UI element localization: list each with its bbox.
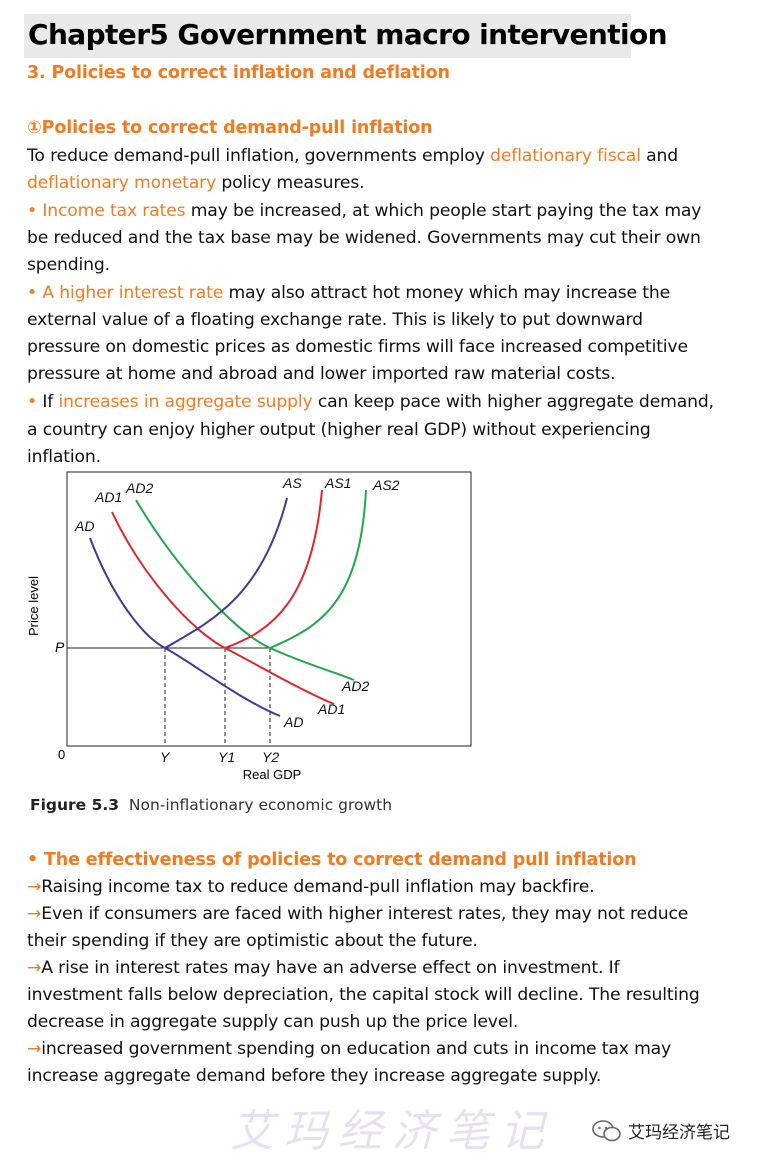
label-ad-top: AD (74, 518, 94, 534)
label-ad2-bottom: AD2 (341, 678, 369, 694)
effect-item1: →Raising income tax to reduce demand-pul… (27, 874, 595, 901)
brand-name: 艾玛经济笔记 (628, 1123, 730, 1143)
text: may be increased, at which people start … (185, 201, 702, 221)
para1-line1: To reduce demand-pull inflation, governm… (27, 143, 678, 170)
text: If (42, 392, 59, 412)
ad2-curve (135, 499, 355, 681)
brand-badge: 艾玛经济笔记 (592, 1118, 730, 1143)
bullet-dot: • (27, 283, 43, 303)
subsection-heading: ①Policies to correct demand-pull inflati… (27, 118, 433, 138)
bullet2-line3: pressure on domestic prices as domestic … (27, 337, 688, 357)
bullet2-line2: external value of a floating exchange ra… (27, 310, 643, 330)
y-axis-label: Price level (26, 576, 41, 636)
highlight-income-tax-rates: Income tax rates (42, 201, 186, 221)
ad1-curve (111, 511, 335, 705)
label-ad-bottom: AD (283, 714, 303, 730)
highlight-deflationary-monetary: deflationary monetary (27, 173, 217, 193)
bullet3-line3: inflation. (27, 447, 101, 467)
arrow-icon: → (27, 877, 42, 897)
figure-caption: Figure 5.3 Non-inflationary economic gro… (30, 796, 392, 814)
highlight-increases-aggregate-supply: increases in aggregate supply (58, 392, 313, 412)
wechat-icon (592, 1119, 621, 1141)
bullet1-line1: • Income tax rates may be increased, at … (27, 198, 701, 225)
text: and (640, 146, 679, 166)
bullet2-line1: • A higher interest rate may also attrac… (27, 280, 670, 307)
price-p-label: P (55, 639, 65, 655)
text: can keep pace with higher aggregate dema… (312, 392, 714, 412)
tick-y: Y (160, 749, 171, 765)
page-title: Chapter5 Government macro intervention (28, 18, 668, 51)
effect-item4-line1: →increased government spending on educat… (27, 1036, 671, 1063)
arrow-icon: → (27, 958, 42, 978)
label-ad1-bottom: AD1 (317, 701, 345, 717)
label-as2: AS2 (372, 477, 400, 493)
effect-item3-line3: decrease in aggregate supply can push up… (27, 1012, 519, 1032)
bullet1-line2: be reduced and the tax base may be widen… (27, 228, 701, 248)
text: policy measures. (216, 173, 365, 193)
caption-number: Figure 5.3 (30, 796, 120, 814)
as1-curve (224, 489, 323, 649)
bullet2-line4: pressure at home and abroad and lower im… (27, 364, 616, 384)
caption-text: Non-inflationary economic growth (128, 796, 393, 814)
tick-y2: Y2 (262, 749, 279, 765)
bullet1-line3: spending. (27, 255, 110, 275)
tick-y1: Y1 (218, 749, 235, 765)
text: may also attract hot money which may inc… (223, 283, 671, 303)
title-highlight (24, 14, 631, 58)
text: increased government spending on educati… (41, 1039, 672, 1059)
text: To reduce demand-pull inflation, governm… (27, 146, 491, 166)
section-heading: 3. Policies to correct inflation and def… (27, 63, 450, 83)
effect-item4-line2: increase aggregate demand before they in… (27, 1066, 602, 1086)
text: Even if consumers are faced with higher … (41, 904, 689, 924)
bullet-dot: • (27, 392, 43, 412)
label-as: AS (282, 475, 302, 491)
arrow-icon: → (27, 904, 42, 924)
label-ad2-top: AD2 (125, 480, 153, 496)
origin-label: 0 (58, 747, 65, 762)
bullet3-line1: • If increases in aggregate supply can k… (27, 389, 714, 416)
bullet3-line2: a country can enjoy higher output (highe… (27, 420, 651, 440)
effect-item3-line1: →A rise in interest rates may have an ad… (27, 955, 620, 982)
watermark: 艾玛经济笔记 (230, 1106, 554, 1157)
effectiveness-heading: • The effectiveness of policies to corre… (27, 850, 637, 870)
effect-item3-line2: investment falls below depreciation, the… (27, 985, 700, 1005)
effect-item2-line1: →Even if consumers are faced with higher… (27, 901, 688, 928)
figure-ad-as-diagram: Price level Real GDP 0 P AD AD1 AD2 AS A… (26, 471, 472, 782)
ad-curve (89, 537, 281, 717)
as-curve (164, 497, 288, 649)
label-as1: AS1 (324, 475, 351, 491)
text: Raising income tax to reduce demand-pull… (41, 877, 595, 897)
label-ad1-top: AD1 (94, 489, 122, 505)
text: A rise in interest rates may have an adv… (41, 958, 620, 978)
highlight-deflationary-fiscal: deflationary fiscal (490, 146, 641, 166)
effect-item2-line2: their spending if they are optimistic ab… (27, 931, 478, 951)
bullet-dot: • (27, 201, 43, 221)
highlight-higher-interest-rate: A higher interest rate (42, 283, 224, 303)
para1-line2: deflationary monetary policy measures. (27, 170, 365, 197)
x-axis-label: Real GDP (243, 767, 302, 782)
arrow-icon: → (27, 1039, 42, 1059)
as2-curve (269, 489, 367, 649)
plot-frame (66, 471, 472, 747)
